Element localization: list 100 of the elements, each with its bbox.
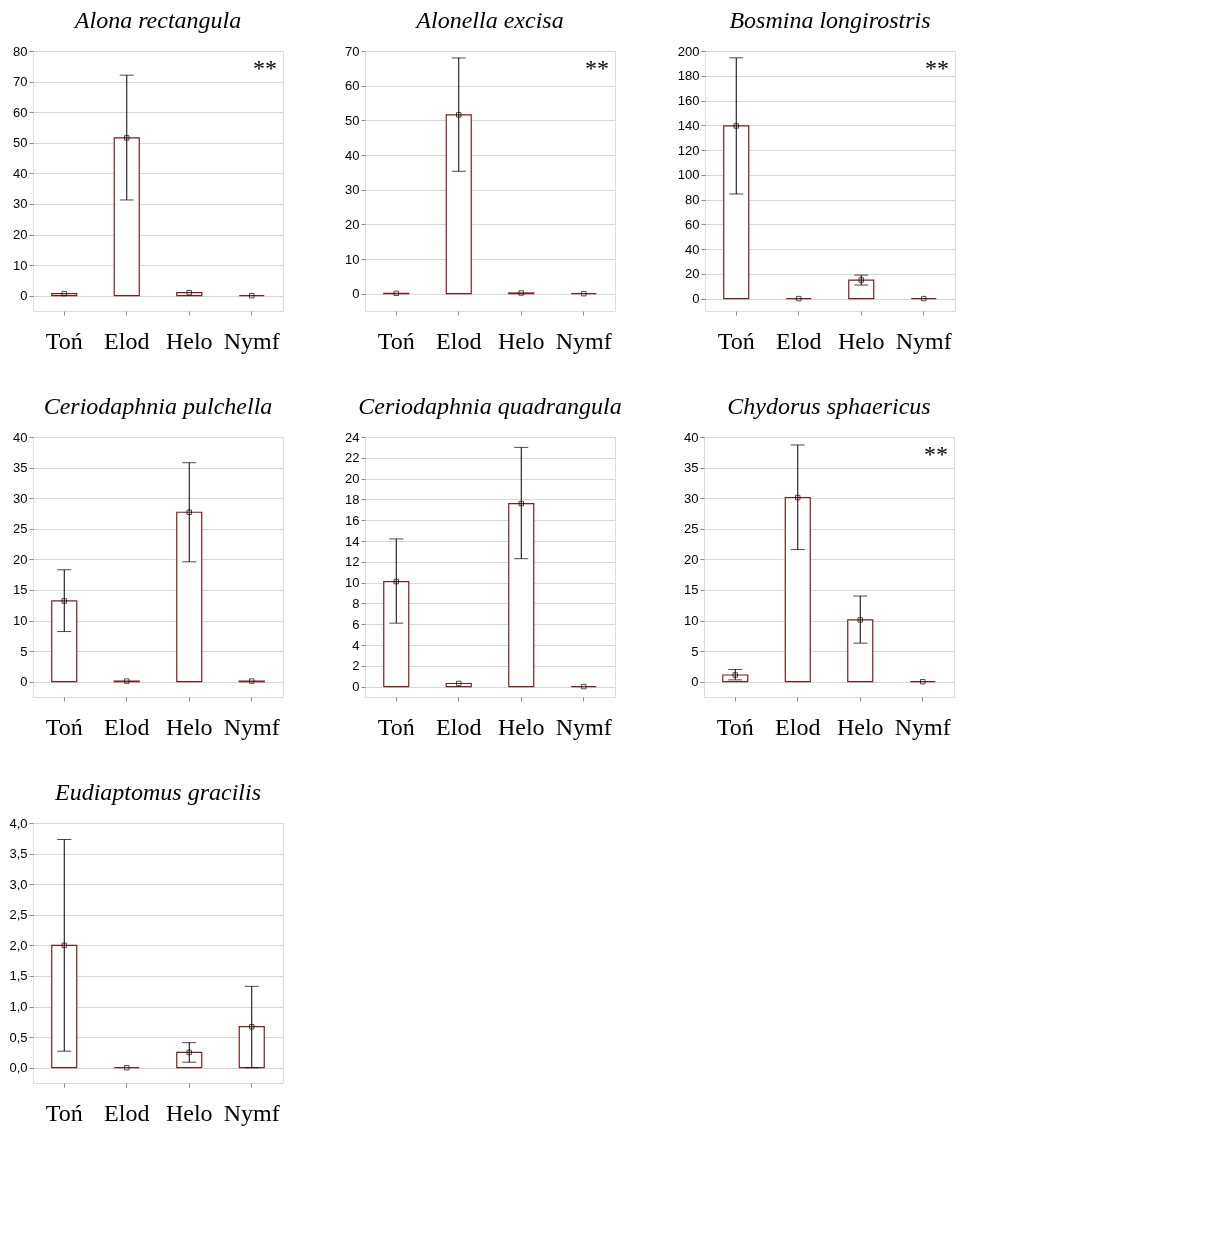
x-tick-label: Nymf: [895, 327, 952, 354]
y-tick-label: 25: [684, 521, 699, 537]
y-tick-label: 8: [352, 595, 360, 611]
y-tick-label: 70: [345, 43, 360, 59]
x-tick-label: Toń: [377, 713, 415, 740]
x-tick-label: Nymf: [555, 327, 612, 354]
bar: [51, 600, 78, 683]
point: [249, 678, 255, 684]
x-tick-label: Elod: [775, 713, 821, 740]
chart-title: Bosmina longirostris: [729, 7, 931, 33]
y-tick-label: 5: [20, 643, 28, 659]
x-tick-label: Toń: [45, 327, 83, 354]
x-tick-label: Helo: [165, 1099, 213, 1126]
point: [249, 1023, 255, 1030]
y-tick-label: 22: [345, 450, 360, 466]
y-tick-label: 20: [345, 216, 360, 232]
y-tick-label: 1,0: [9, 999, 28, 1015]
y-tick-label: 0: [691, 674, 699, 690]
y-tick-label: 3,0: [9, 876, 28, 892]
y-tick-label: 10: [13, 613, 28, 629]
y-tick-label: 60: [13, 104, 28, 120]
annotation: **: [253, 55, 277, 81]
x-tick-label: Helo: [837, 327, 885, 354]
chart-title: Ceriodaphnia pulchella: [43, 393, 273, 419]
y-tick-label: 2,5: [9, 907, 28, 923]
x-tick-label: Nymf: [223, 1099, 280, 1126]
y-tick-label: 15: [13, 582, 28, 598]
point: [61, 598, 67, 604]
y-tick-label: 14: [345, 533, 360, 549]
y-tick-label: 3,5: [9, 846, 28, 862]
y-tick-label: 20: [345, 471, 360, 487]
point: [920, 678, 926, 685]
bar: [723, 125, 750, 300]
x-tick-label: Helo: [836, 713, 884, 740]
point: [857, 617, 863, 623]
bar: [176, 511, 203, 683]
y-tick-label: 30: [13, 490, 28, 506]
x-tick-label: Helo: [165, 327, 213, 354]
y-tick-label: 20: [684, 551, 699, 567]
x-tick-label: Toń: [717, 327, 755, 354]
y-tick-label: 4,0: [9, 815, 28, 831]
bar: [848, 279, 875, 300]
y-tick-label: 200: [677, 43, 700, 59]
x-tick-label: Toń: [45, 713, 83, 740]
y-tick-label: 1,5: [9, 968, 28, 984]
annotation: **: [585, 55, 609, 81]
x-tick-label: Nymf: [223, 713, 280, 740]
y-tick-label: 25: [13, 521, 28, 537]
point: [518, 290, 524, 296]
point: [732, 672, 738, 678]
point: [581, 290, 587, 297]
y-tick-label: 40: [13, 165, 28, 181]
point: [393, 578, 399, 585]
point: [186, 289, 192, 296]
point: [124, 135, 130, 141]
x-tick-label: Elod: [776, 327, 822, 354]
y-tick-label: 10: [684, 613, 699, 629]
y-tick-label: 30: [684, 490, 699, 506]
bar: [176, 1051, 203, 1069]
bar: [238, 1026, 265, 1069]
point: [61, 290, 67, 297]
y-tick-label: 60: [685, 216, 700, 232]
y-tick-label: 70: [13, 74, 28, 90]
y-tick-label: 20: [13, 227, 28, 243]
x-tick-label: Elod: [436, 327, 482, 354]
y-tick-label: 60: [345, 78, 360, 94]
bar: [113, 137, 140, 297]
y-tick-label: 0: [692, 291, 700, 307]
point: [249, 292, 255, 299]
point: [733, 123, 739, 129]
bar: [508, 502, 535, 688]
y-tick-label: 15: [684, 582, 699, 598]
bar: [383, 580, 410, 688]
y-tick-label: 0: [352, 679, 360, 695]
y-tick-label: 10: [345, 575, 360, 591]
x-tick-label: Helo: [165, 713, 213, 740]
y-tick-label: 100: [677, 167, 700, 183]
y-tick-label: 5: [691, 643, 699, 659]
y-tick-label: 10: [13, 257, 28, 273]
point: [456, 112, 462, 118]
y-tick-label: 24: [345, 429, 360, 445]
x-tick-label: Nymf: [223, 327, 280, 354]
point: [393, 290, 399, 297]
chart-title: Ceriodaphnia quadrangula: [358, 393, 622, 419]
x-tick-label: Nymf: [555, 713, 612, 740]
chart-title: Alonella excisa: [414, 7, 564, 33]
point: [518, 500, 524, 507]
x-tick-label: Toń: [716, 713, 754, 740]
y-tick-label: 2,0: [9, 937, 28, 953]
y-tick-label: 80: [685, 192, 700, 208]
y-tick-label: 20: [13, 551, 28, 567]
y-tick-label: 16: [345, 512, 360, 528]
y-tick-label: 35: [684, 460, 699, 476]
chart-title: Alona rectangula: [72, 7, 242, 33]
y-tick-label: 40: [685, 241, 700, 257]
x-tick-label: Helo: [497, 327, 545, 354]
y-tick-label: 0: [20, 674, 28, 690]
point: [124, 1064, 130, 1071]
x-tick-label: Toń: [377, 327, 415, 354]
y-tick-label: 120: [677, 142, 700, 158]
